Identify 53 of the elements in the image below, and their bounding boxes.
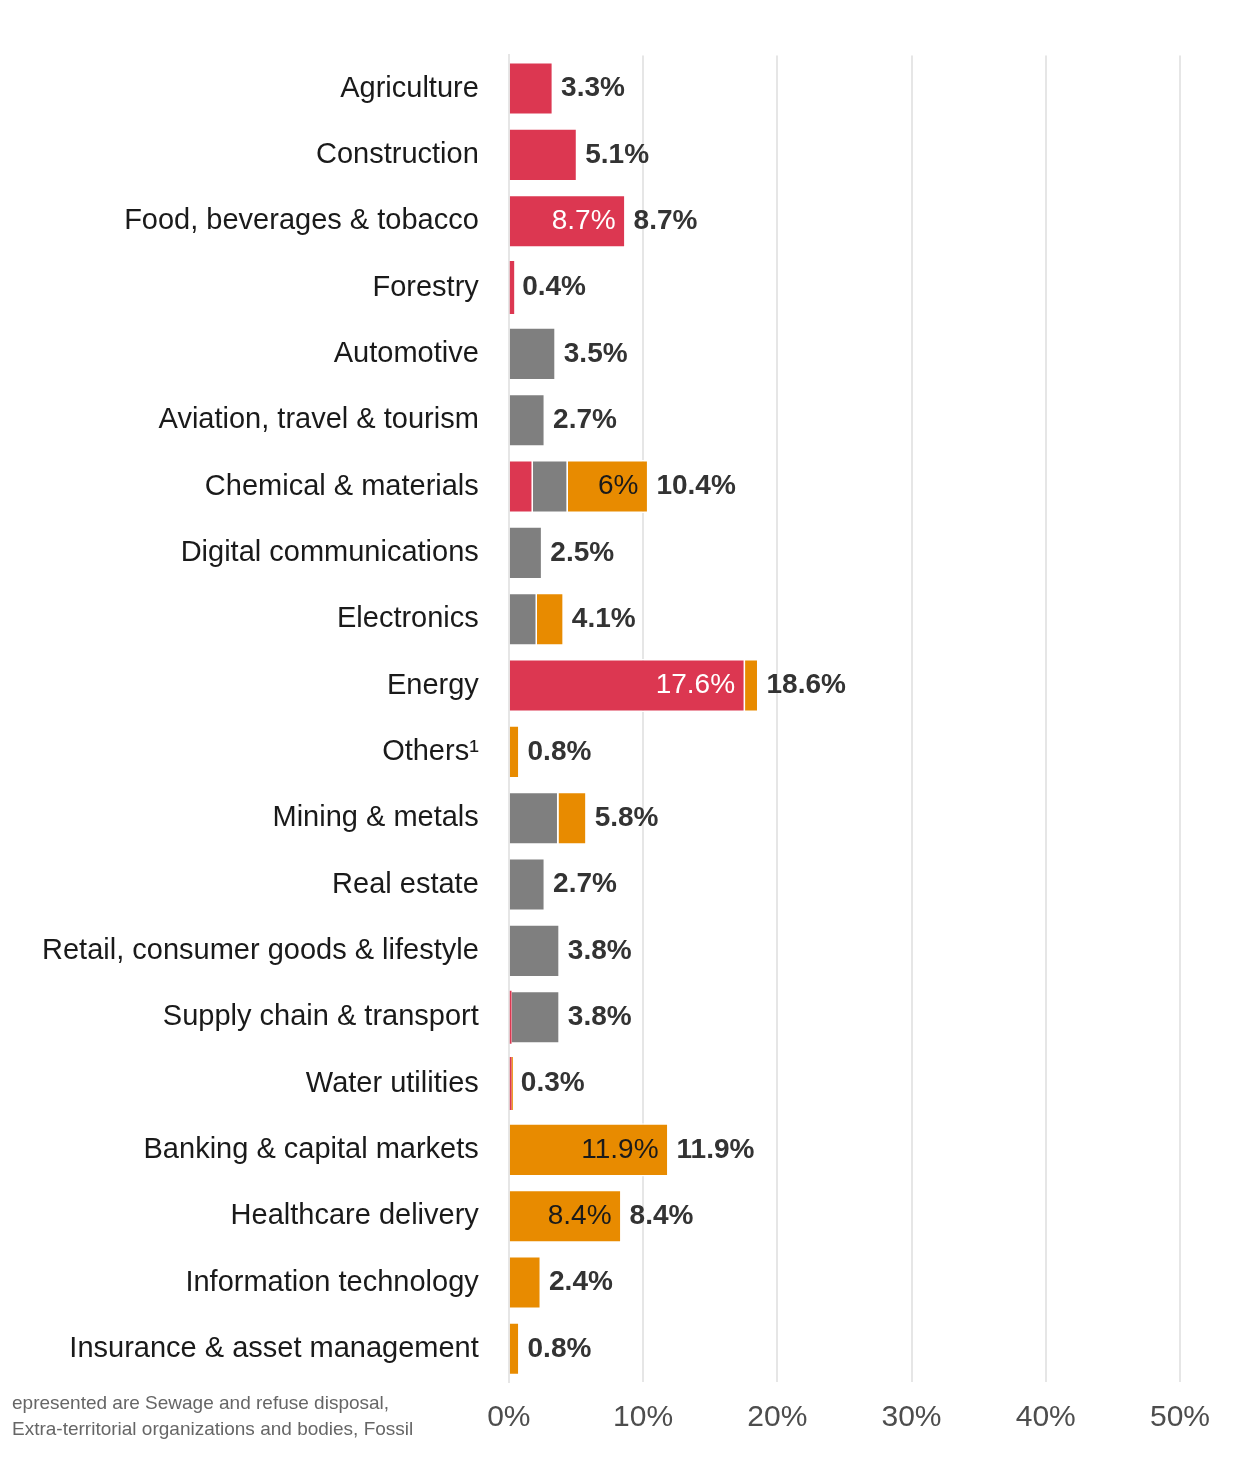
y-tick-label: Water utilities: [305, 1065, 479, 1098]
total-label: 2.5%: [550, 535, 615, 567]
total-label: 5.8%: [594, 800, 659, 832]
y-tick-label: Aviation, travel & tourism: [158, 402, 479, 435]
x-tick-label: 20%: [747, 1399, 808, 1433]
y-tick-label: Food, beverages & tobacco: [124, 203, 479, 236]
y-tick-label: Mining & metals: [272, 800, 479, 833]
y-tick-label: Chemical & materials: [204, 468, 479, 501]
y-tick-label: Healthcare delivery: [230, 1198, 480, 1231]
total-label: 3.8%: [567, 999, 632, 1031]
x-tick-label: 50%: [1149, 1399, 1210, 1433]
y-tick-label: Digital communications: [180, 534, 479, 567]
y-tick-label: Others¹: [382, 733, 480, 766]
y-tick-label: Supply chain & transport: [162, 999, 479, 1032]
y-tick-label: Forestry: [372, 269, 480, 302]
total-label: 8.4%: [629, 1198, 694, 1230]
x-tick-label: 30%: [881, 1399, 942, 1433]
y-tick-label: Electronics: [336, 601, 479, 634]
total-label: 3.8%: [567, 933, 632, 965]
y-tick-label: Information technology: [185, 1264, 480, 1297]
total-label: 8.7%: [633, 203, 698, 235]
y-tick-label: Retail, consumer goods & lifestyle: [42, 932, 479, 965]
y-tick-label: Automotive: [333, 335, 479, 368]
x-tick-label: 0%: [487, 1399, 531, 1433]
data-label: 11.9%: [581, 1132, 659, 1164]
total-label: 0.8%: [527, 1331, 592, 1363]
total-label: 4.1%: [571, 601, 636, 633]
x-tick-label: 10%: [613, 1399, 674, 1433]
total-label: 5.1%: [585, 137, 650, 169]
total-label: 10.4%: [656, 469, 736, 501]
y-tick-label: Insurance & asset management: [69, 1330, 479, 1363]
y-tick-label: Real estate: [332, 866, 479, 899]
x-tick-label: 40%: [1015, 1399, 1076, 1433]
total-label: 0.4%: [522, 270, 587, 302]
data-label: 6%: [597, 469, 639, 501]
y-tick-label: Agriculture: [340, 70, 479, 103]
total-label: 2.7%: [553, 867, 617, 899]
total-label: 11.9%: [676, 1132, 755, 1164]
data-label: 8.4%: [547, 1198, 612, 1230]
data-label: 17.6%: [655, 668, 736, 700]
total-label: 18.6%: [766, 668, 846, 700]
y-tick-label: Banking & capital markets: [143, 1131, 479, 1164]
y-tick-label: Energy: [386, 667, 480, 700]
data-label: 8.7%: [551, 203, 616, 235]
text: epresented are Sewage and refuse disposal,: [12, 1392, 390, 1414]
total-label: 3.3%: [561, 71, 626, 103]
total-label: 3.5%: [563, 336, 628, 368]
total-label: 2.4%: [549, 1265, 613, 1297]
total-label: 2.7%: [553, 402, 617, 434]
text: Extra-territorial organizations and bodies, Fossil: [12, 1418, 414, 1440]
total-label: 0.3%: [520, 1066, 585, 1098]
y-tick-label: Construction: [316, 136, 479, 169]
total-label: 0.8%: [527, 734, 592, 766]
